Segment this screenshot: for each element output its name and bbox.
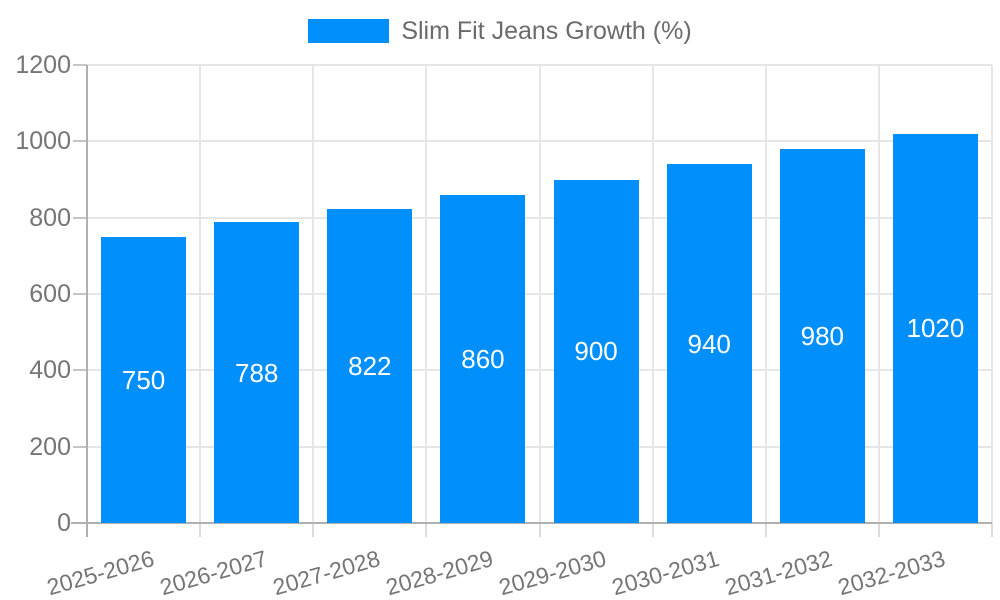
y-axis-label: 0 [57,509,71,537]
bar[interactable] [327,209,413,523]
gridline-vertical [991,65,993,523]
x-axis-label-text: 2029-2030 [496,545,609,600]
x-axis-tick [312,523,315,537]
bar[interactable] [779,148,865,523]
legend-item[interactable]: Slim Fit Jeans Growth (%) [308,17,692,45]
bar[interactable] [214,222,300,523]
x-axis-tick [651,523,654,537]
y-axis-tick [73,445,87,448]
x-axis-tick [764,523,767,537]
bar-value-label: 940 [687,328,731,359]
y-axis-label: 200 [29,432,71,461]
bar-value-label: 900 [574,336,618,367]
x-axis-label-text: 2030-2031 [609,545,723,600]
x-axis-label-text: 2025-2026 [43,545,157,600]
y-axis-line [86,65,88,537]
bar-value-label: 860 [461,343,505,374]
y-axis-label: 1000 [15,127,71,156]
y-axis-label: 400 [29,356,71,385]
bar-value-label: 750 [121,364,166,395]
y-axis-tick [73,64,87,66]
bar-value-label: 980 [800,320,844,351]
bar[interactable] [440,194,526,523]
y-axis-tick [73,216,87,219]
x-axis-tick [199,523,202,537]
gridline-vertical [199,65,202,523]
x-axis-label-text: 2028-2029 [382,545,496,600]
bar-value-label: 822 [348,351,392,382]
y-axis-tick [73,293,87,295]
legend-label: Slim Fit Jeans Growth (%) [401,17,692,45]
x-axis-label-text: 2032-2033 [835,545,949,600]
y-axis-tick [73,369,87,372]
bar[interactable] [892,133,978,523]
x-axis-label-text: 2026-2027 [156,545,270,600]
gridline-vertical [764,65,767,523]
legend: Slim Fit Jeans Growth (%) [0,18,1000,44]
x-axis-tick [538,523,541,537]
x-axis-label-text: 2027-2028 [269,545,383,600]
gridline-vertical [877,65,880,523]
x-axis-line [71,522,992,524]
bar[interactable] [553,179,639,523]
bar-value-label: 788 [234,357,279,388]
y-axis-tick [73,140,87,143]
gridline-vertical [425,65,428,523]
y-axis-label: 1200 [15,51,71,79]
bar[interactable] [666,164,752,523]
x-axis-tick [877,523,880,537]
x-axis-label-text: 2031-2032 [722,545,836,600]
y-axis-label: 800 [29,203,71,232]
legend-swatch-icon [308,19,390,43]
y-axis-label: 600 [29,280,71,308]
bar-value-label: 1020 [906,313,965,344]
gridline-vertical [312,65,315,523]
x-axis-tick [425,523,428,537]
gridline-vertical [651,65,654,523]
gridline-vertical [538,65,541,523]
bar[interactable] [101,236,187,523]
x-axis-tick [991,523,993,537]
